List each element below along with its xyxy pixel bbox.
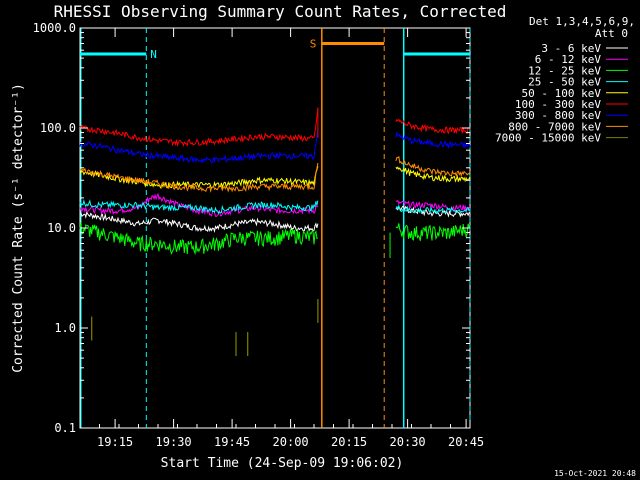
plot-frame [79,27,471,429]
legend-label: 25 - 50 keV [528,76,601,89]
legend-label: 300 - 800 keV [515,109,601,122]
series-line [79,165,319,190]
x-tick-label: 20:45 [448,435,484,449]
x-axis-label: Start Time (24-Sep-09 19:06:02) [161,456,404,471]
series-line [79,198,319,215]
series-layer [79,107,471,356]
legend-header: Det 1,3,4,5,6,9, [529,15,635,28]
legend-label: 6 - 12 keV [535,53,602,66]
legend-label: 100 - 300 keV [515,98,601,111]
y-tick-label: 10.0 [47,221,76,235]
series-line [79,127,319,164]
legend-label: 50 - 100 keV [522,87,602,100]
series-line [395,155,471,178]
legend-label: 7000 - 15000 keV [495,132,601,145]
chart-title: RHESSI Observing Summary Count Rates, Co… [54,2,507,21]
y-axis-ticks: 0.1 1.0 10.0 100.0 1000.0 [33,21,470,435]
series-line [79,162,319,193]
series-line [395,166,471,183]
y-axis-label: Corrected Count Rate (s⁻¹ detector⁻¹) [11,83,26,373]
y-tick-label: 1000.0 [33,21,76,35]
y-tick-label: 1.0 [54,321,76,335]
y-tick-label: 0.1 [54,421,76,435]
series-line [395,223,471,241]
legend-header-att: Att 0 [595,27,628,40]
plot-border [79,27,471,429]
series-line [79,107,319,148]
annotation-label: S [310,37,317,50]
x-tick-label: 20:30 [390,435,426,449]
series-line [395,199,471,212]
legend-label: 800 - 7000 keV [508,120,601,133]
legend-label: 3 - 6 keV [541,42,601,55]
series-line [79,192,319,217]
x-tick-label: 19:30 [156,435,192,449]
y-tick-label: 100.0 [40,121,76,135]
x-tick-label: 19:45 [214,435,250,449]
series-line [395,204,471,215]
x-tick-label: 20:15 [331,435,367,449]
timestamp: 15-Oct-2021 20:48 [554,469,636,478]
series-line [395,131,471,150]
legend-label: 12 - 25 keV [528,64,601,77]
x-tick-label: 20:00 [273,435,309,449]
series-line [79,210,319,233]
series-line [395,118,471,135]
annotation-label: N [150,48,157,61]
annotation-layer: NS [80,28,471,428]
x-axis-ticks: 19:15 19:30 19:45 20:00 20:15 20:30 20:45 [79,28,484,449]
x-tick-label: 19:15 [97,435,133,449]
series-line [79,222,318,256]
